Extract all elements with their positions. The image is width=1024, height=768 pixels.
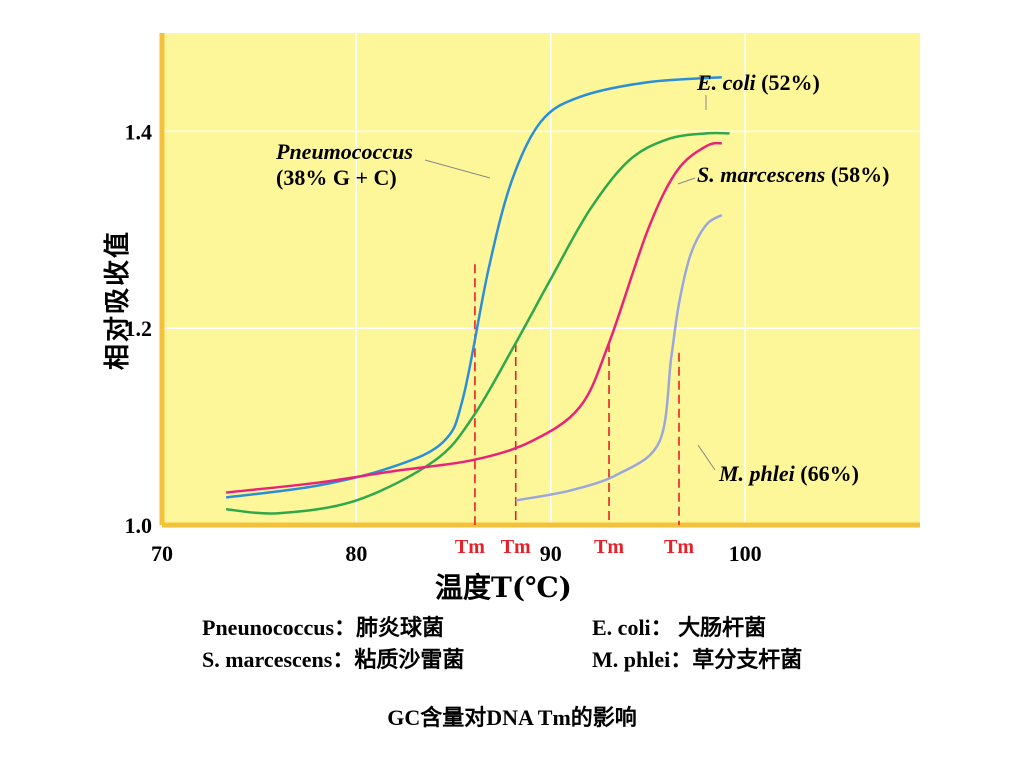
series-label: M. phlei (66%) (718, 461, 859, 486)
annotations: Pneumococcus(38% G + C) E. coli (52%) S. m… (275, 70, 889, 486)
tm-label: Tm (594, 536, 624, 558)
x-axis-label: 温度T(℃) (435, 571, 572, 604)
leader-line (697, 444, 716, 471)
legend-row1-left: Pneunococcus：肺炎球菌 (202, 615, 445, 640)
curve-mphlei (515, 213, 723, 502)
x-tick-label: 90 (540, 541, 562, 566)
tm-label: Tm (455, 536, 485, 558)
tm-markers: Tm Tm Tm Tm (455, 264, 694, 558)
curves (225, 76, 730, 515)
legend-row2-left: S. marcescens：粘质沙雷菌 (202, 647, 465, 672)
curve-ecoli (226, 131, 730, 515)
x-tick-label: 70 (151, 541, 173, 566)
grid-lines (162, 33, 920, 525)
leader-line (677, 177, 696, 185)
plot-background (162, 33, 920, 525)
curve-smarcescens (226, 141, 722, 494)
x-tick-label: 100 (729, 541, 762, 566)
y-tick-label: 1.4 (125, 119, 153, 144)
x-tick-label: 80 (345, 541, 367, 566)
y-axis-label: 相对吸收值 (103, 229, 133, 370)
legend-row1-right: E. coli： 大肠杆菌 (592, 615, 767, 640)
series-label-sub: (38% G + C) (276, 165, 397, 190)
tm-label: Tm (501, 536, 531, 558)
legend-row2-right: M. phlei：草分支杆菌 (592, 647, 803, 672)
y-tick-label: 1.2 (125, 316, 153, 341)
series-label: S. marcescens (58%) (697, 162, 889, 187)
tm-label: Tm (664, 536, 694, 558)
series-label: Pneumococcus (275, 139, 413, 164)
y-tick-label: 1.0 (125, 513, 153, 538)
figure-caption: GC含量对DNA Tm的影响 (387, 705, 637, 730)
series-label: E. coli (52%) (696, 70, 820, 95)
leader-line (424, 159, 491, 179)
axis-ticks: 70 80 90 100 1.0 1.2 1.4 (125, 119, 762, 566)
